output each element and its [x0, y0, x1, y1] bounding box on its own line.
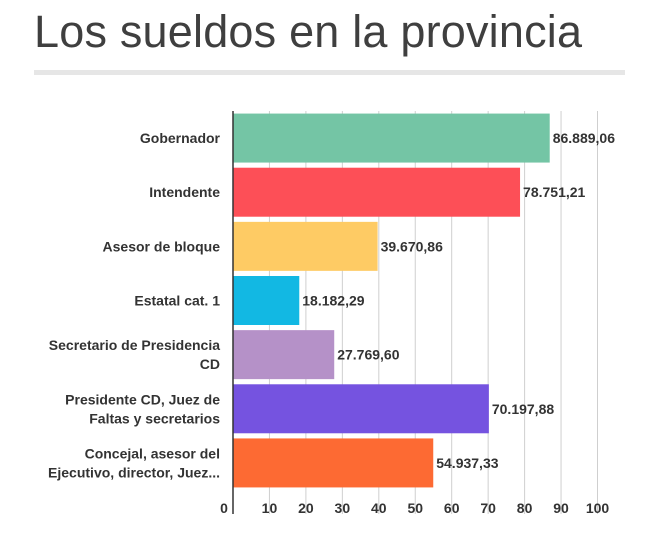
- bar: [233, 330, 335, 380]
- category-label: CD: [200, 356, 220, 372]
- page-title: Los sueldos en la provincia: [34, 6, 583, 57]
- value-label: 18.182,29: [302, 293, 364, 309]
- x-tick-label: 30: [335, 500, 351, 516]
- value-label: 78.751,21: [523, 184, 585, 200]
- value-labels: 86.889,06 78.751,21 39.670,86 18.182,29 27.7…: [302, 130, 615, 471]
- x-tick-label: 10: [262, 500, 278, 516]
- chart-bars: [233, 113, 550, 488]
- x-tick-label: 0: [220, 500, 228, 516]
- value-label: 27.769,60: [337, 347, 399, 363]
- x-tick-label: 50: [407, 500, 423, 516]
- bar: [233, 384, 489, 434]
- category-label: Secretario de Presidencia: [49, 337, 220, 353]
- category-labels: Gobernador Intendente Asesor de bloque Esta…: [48, 130, 220, 480]
- bar: [233, 438, 434, 488]
- value-label: 86.889,06: [553, 130, 615, 146]
- value-label: 54.937,33: [436, 455, 498, 471]
- category-label: Gobernador: [140, 130, 221, 146]
- x-tick-label: 40: [371, 500, 387, 516]
- x-tick-label: 100: [586, 500, 610, 516]
- category-label: Faltas y secretarios: [89, 410, 220, 426]
- category-label: Asesor de bloque: [103, 238, 221, 254]
- bar: [233, 221, 378, 271]
- category-label: Ejecutivo, director, Juez...: [48, 464, 220, 480]
- title-divider: [34, 70, 625, 75]
- value-label: 39.670,86: [381, 238, 443, 254]
- bar: [233, 276, 300, 325]
- bar: [233, 167, 521, 217]
- category-label: Estatal cat. 1: [134, 293, 220, 309]
- value-label: 70.197,88: [492, 401, 554, 417]
- category-label: Concejal, asesor del: [85, 445, 220, 461]
- category-label: Intendente: [149, 184, 220, 200]
- x-tick-label: 20: [298, 500, 314, 516]
- x-tick-label: 60: [444, 500, 460, 516]
- x-tick-label: 80: [517, 500, 533, 516]
- bar: [233, 113, 550, 163]
- x-tick-label: 90: [553, 500, 569, 516]
- x-tick-label: 70: [480, 500, 496, 516]
- category-label: Presidente CD, Juez de: [65, 391, 220, 407]
- x-tick-labels: 0 10 20 30 40 50 60 70 80 90 100: [220, 500, 609, 516]
